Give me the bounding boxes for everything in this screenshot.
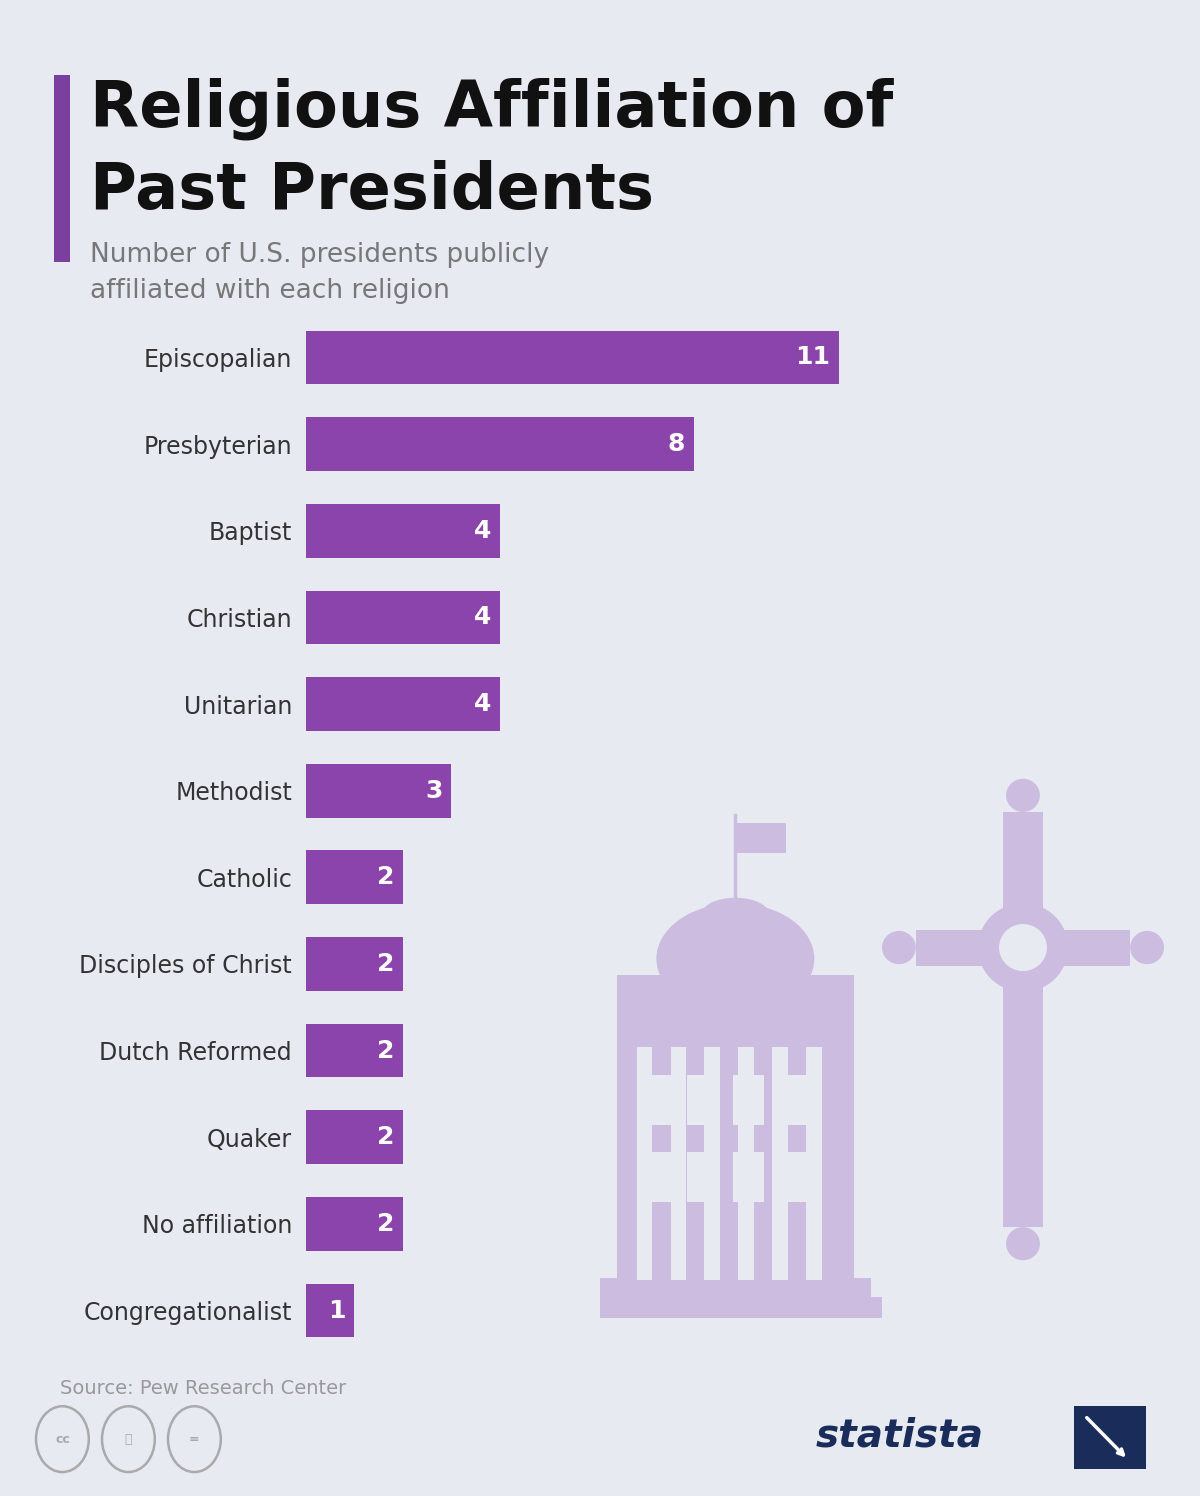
Ellipse shape: [882, 931, 916, 965]
Ellipse shape: [656, 904, 815, 1014]
Text: 4: 4: [474, 519, 491, 543]
Text: 2: 2: [377, 1212, 394, 1236]
Bar: [306, 1023, 403, 1077]
Bar: [306, 504, 499, 558]
Text: 1: 1: [329, 1299, 346, 1322]
Text: cc: cc: [55, 1433, 70, 1445]
FancyBboxPatch shape: [732, 1074, 763, 1125]
Ellipse shape: [1006, 779, 1040, 812]
Text: ⓘ: ⓘ: [125, 1433, 132, 1445]
Text: 2: 2: [377, 951, 394, 975]
FancyBboxPatch shape: [688, 1152, 719, 1203]
FancyBboxPatch shape: [671, 1047, 686, 1279]
Text: 2: 2: [377, 865, 394, 889]
FancyBboxPatch shape: [738, 1047, 754, 1279]
Text: 8: 8: [667, 432, 685, 456]
FancyBboxPatch shape: [617, 975, 854, 1279]
Text: Number of U.S. presidents publicly: Number of U.S. presidents publicly: [90, 242, 550, 268]
Ellipse shape: [1000, 925, 1046, 971]
Text: 11: 11: [796, 346, 830, 370]
Text: affiliated with each religion: affiliated with each religion: [90, 278, 450, 304]
FancyBboxPatch shape: [1003, 812, 1043, 1227]
Ellipse shape: [978, 904, 1068, 992]
Bar: [306, 417, 694, 471]
FancyBboxPatch shape: [589, 1297, 882, 1318]
Ellipse shape: [702, 898, 769, 931]
Text: Past Presidents: Past Presidents: [90, 160, 654, 221]
Text: Religious Affiliation of: Religious Affiliation of: [90, 78, 893, 141]
Bar: [306, 1197, 403, 1251]
Text: 4: 4: [474, 606, 491, 630]
Text: 2: 2: [377, 1038, 394, 1062]
FancyBboxPatch shape: [642, 1074, 673, 1125]
Bar: [306, 764, 451, 817]
FancyBboxPatch shape: [778, 1152, 809, 1203]
Bar: [306, 936, 403, 990]
FancyBboxPatch shape: [1074, 1406, 1146, 1469]
FancyBboxPatch shape: [704, 1047, 720, 1279]
FancyBboxPatch shape: [600, 1278, 871, 1299]
Text: 3: 3: [425, 779, 443, 803]
FancyBboxPatch shape: [688, 1074, 719, 1125]
Bar: [306, 591, 499, 645]
Bar: [306, 1284, 354, 1337]
FancyBboxPatch shape: [772, 1047, 788, 1279]
FancyBboxPatch shape: [637, 1047, 653, 1279]
FancyBboxPatch shape: [806, 1047, 822, 1279]
Text: 2: 2: [377, 1125, 394, 1149]
FancyBboxPatch shape: [732, 1152, 763, 1203]
Ellipse shape: [1006, 1227, 1040, 1260]
Bar: [306, 1110, 403, 1164]
FancyBboxPatch shape: [736, 823, 786, 853]
Text: Source: Pew Research Center: Source: Pew Research Center: [60, 1379, 347, 1399]
Text: statista: statista: [816, 1417, 984, 1454]
Bar: [306, 851, 403, 904]
FancyBboxPatch shape: [916, 929, 1130, 965]
Bar: [306, 331, 839, 384]
Text: 4: 4: [474, 693, 491, 717]
Ellipse shape: [1130, 931, 1164, 965]
Text: =: =: [190, 1433, 199, 1445]
FancyBboxPatch shape: [778, 1074, 809, 1125]
FancyBboxPatch shape: [642, 1152, 673, 1203]
Bar: [306, 678, 499, 732]
